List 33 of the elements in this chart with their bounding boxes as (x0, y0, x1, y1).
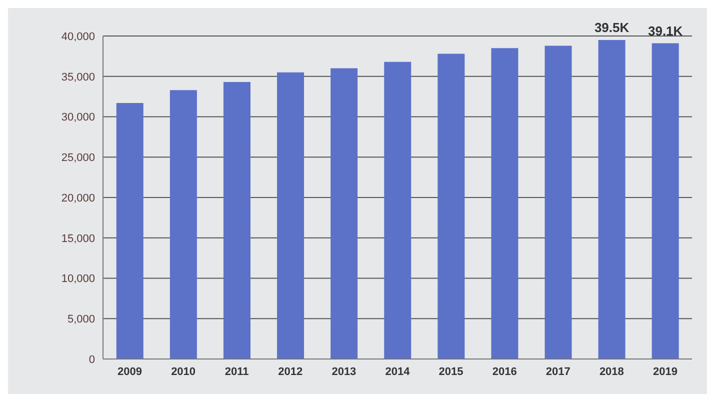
bar (438, 54, 465, 359)
x-tick-label: 2009 (118, 366, 142, 378)
x-tick-label: 2015 (438, 366, 464, 378)
bar (652, 43, 679, 359)
y-tick-label: 15,000 (61, 232, 95, 245)
bar (544, 46, 572, 359)
x-tick-label: 2011 (224, 366, 249, 378)
bar (116, 103, 144, 359)
bar (491, 48, 518, 359)
y-tick-label: 10,000 (61, 273, 95, 286)
bar (598, 40, 626, 359)
y-tick-label: 40,000 (61, 30, 95, 43)
bar (277, 72, 304, 359)
bar (223, 82, 250, 359)
x-tick-label: 2017 (546, 366, 570, 378)
bar (330, 68, 358, 359)
y-tick-label: 25,000 (61, 152, 95, 164)
data-label: 39.5K (594, 20, 630, 36)
x-tick-label: 2019 (652, 366, 678, 378)
x-tick-label: 2018 (599, 366, 624, 378)
data-label: 39.1K (648, 23, 684, 38)
y-tick-label: 30,000 (61, 112, 95, 124)
x-tick-label: 2013 (332, 366, 356, 378)
x-tick-label: 2010 (171, 366, 196, 378)
y-tick-label: 5,000 (67, 314, 95, 326)
y-tick-label: 35,000 (61, 71, 95, 84)
x-tick-label: 2016 (492, 366, 517, 378)
x-tick-label: 2012 (278, 366, 303, 378)
y-tick-label: 0 (88, 354, 95, 366)
bar (170, 90, 197, 359)
x-tick-label: 2014 (385, 366, 411, 378)
y-tick-label: 20,000 (61, 192, 95, 204)
bar (384, 62, 412, 359)
